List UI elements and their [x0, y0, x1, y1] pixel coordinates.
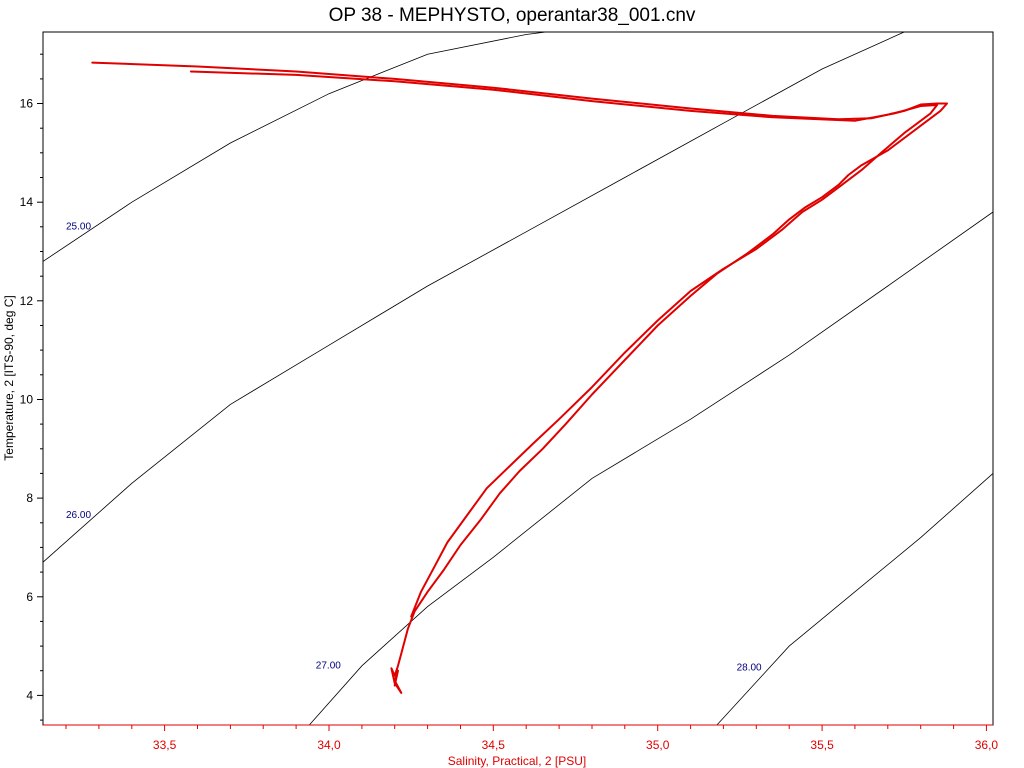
profile-line-2 — [189, 70, 939, 618]
isopycnal-line-28.00 — [716, 473, 994, 726]
y-tick-label: 4 — [26, 688, 33, 702]
isopycnal-label-25.00: 25.00 — [66, 221, 91, 232]
profile-line-1 — [91, 61, 948, 694]
isopycnal-label-26.00: 26.00 — [66, 510, 91, 521]
y-tick-label: 8 — [26, 491, 33, 505]
isopycnal-line-27.00 — [309, 211, 994, 726]
y-tick-label: 16 — [20, 97, 34, 111]
y-tick-label: 6 — [26, 590, 33, 604]
chart-title: OP 38 - MEPHYSTO, operantar38_001.cnv — [329, 5, 696, 26]
y-tick-label: 10 — [20, 393, 34, 407]
x-tick-label: 36,0 — [975, 738, 999, 752]
x-axis-label: Salinity, Practical, 2 [PSU] — [448, 754, 587, 768]
y-tick-label: 12 — [20, 294, 34, 308]
isopycnal-label-28.00: 28.00 — [737, 663, 762, 674]
y-axis-label: Temperature, 2 [ITS-90, deg C] — [2, 295, 16, 460]
x-tick-label: 35,0 — [646, 738, 670, 752]
x-tick-label: 33,5 — [153, 738, 177, 752]
isopycnal-label-27.00: 27.00 — [316, 660, 341, 671]
y-axis-ticks: 4 6 8 10 12 14 16 — [20, 53, 43, 721]
x-tick-label: 34,5 — [482, 738, 506, 752]
isopycnal-line-25.00 — [42, 31, 546, 262]
isopycnal-line-26.00 — [42, 31, 905, 563]
y-tick-label: 14 — [20, 195, 34, 209]
profile-series — [91, 61, 948, 694]
x-tick-label: 34,0 — [317, 738, 341, 752]
isopycnal-lines: 25.00 26.00 27.00 28.00 — [42, 31, 994, 726]
plot-frame — [42, 31, 994, 726]
x-axis-ticks: 33,5 34,0 34,5 35,0 35,5 36,0 — [65, 725, 999, 752]
x-tick-label: 35,5 — [810, 738, 834, 752]
